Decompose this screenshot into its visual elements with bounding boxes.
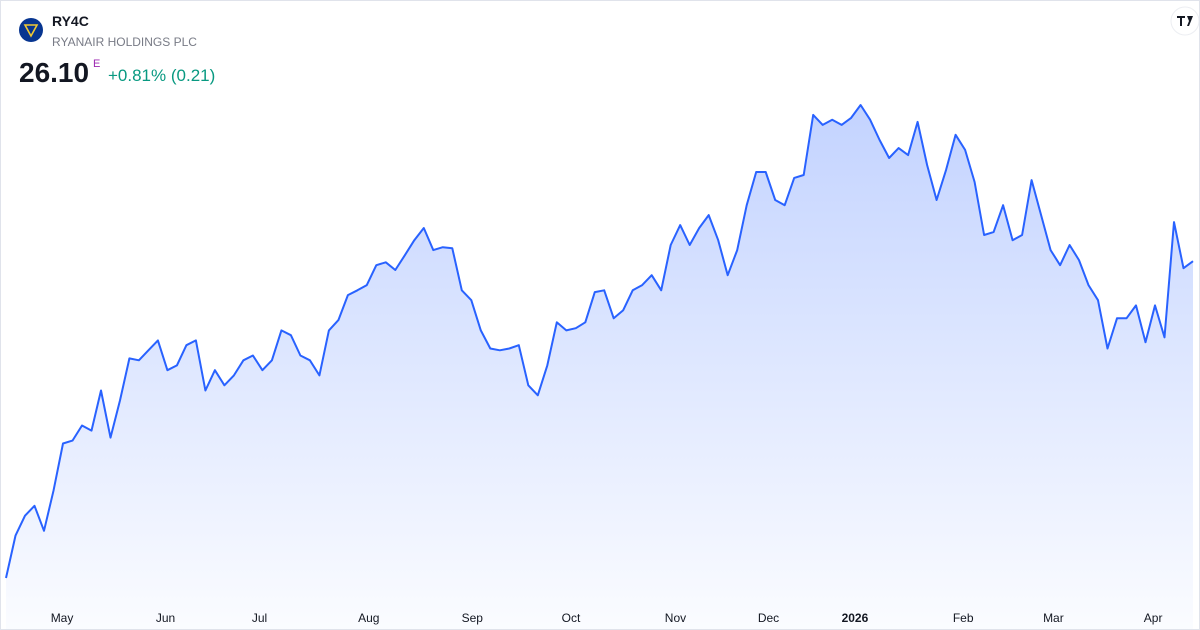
x-tick-label: Jul	[252, 611, 267, 625]
x-axis: May Jun Jul Aug Sep Oct Nov Dec 2026 Feb Mar Apr	[51, 611, 1163, 625]
x-tick-label: Nov	[665, 611, 686, 625]
logo-mark	[23, 24, 39, 38]
price-change: +0.81% (0.21)	[108, 66, 215, 85]
tv-logo-bg[interactable]	[1170, 6, 1199, 36]
x-tick-label: May	[51, 611, 74, 625]
symbol: RY4C	[52, 13, 89, 29]
area-fill	[6, 105, 1193, 629]
company-name: RYANAIR HOLDINGS PLC	[52, 35, 197, 49]
tv-logo[interactable]	[1177, 16, 1193, 26]
logo	[19, 18, 43, 42]
x-tick-label: Sep	[462, 611, 484, 625]
x-tick-label: Mar	[1043, 611, 1064, 625]
plot	[5, 104, 1194, 629]
x-tick-label: Apr	[1144, 611, 1163, 625]
x-tick-label: Jun	[156, 611, 175, 625]
x-tick-label: Aug	[358, 611, 379, 625]
x-tick-label: Dec	[758, 611, 779, 625]
price-line	[5, 104, 1194, 579]
last-price: 26.10	[19, 57, 89, 88]
x-tick-label: Feb	[953, 611, 974, 625]
x-tick-label: Oct	[562, 611, 581, 625]
x-tick-label: 2026	[842, 611, 869, 625]
price-flag: E	[93, 58, 100, 70]
